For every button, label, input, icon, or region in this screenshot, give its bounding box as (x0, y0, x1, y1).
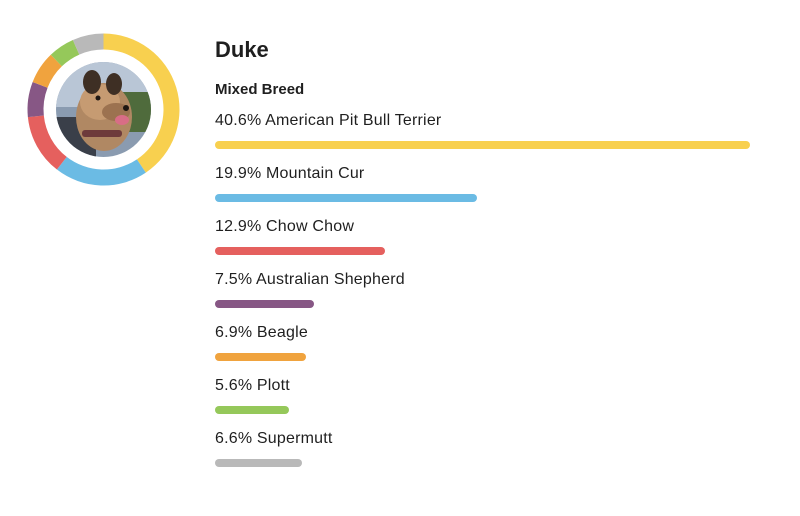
breed-row: 5.6% Plott (215, 371, 775, 424)
breed-label: 40.6% American Pit Bull Terrier (215, 112, 442, 129)
breed-row: 7.5% Australian Shepherd (215, 265, 775, 318)
donut-slice (27, 81, 48, 118)
donut-svg (27, 33, 180, 186)
breed-bar (215, 194, 478, 202)
dog-photo-icon (56, 62, 151, 157)
breed-label: 5.6% Plott (215, 377, 290, 394)
breed-bar-track (215, 141, 750, 149)
breed-info-panel: Duke Mixed Breed 40.6% American Pit Bull… (215, 34, 775, 477)
breed-list: 40.6% American Pit Bull Terrier 19.9% Mou… (215, 106, 775, 477)
donut-slice (27, 115, 67, 170)
breed-label: 6.9% Beagle (215, 324, 308, 341)
breed-bar (215, 353, 306, 361)
breed-row: 12.9% Chow Chow (215, 212, 775, 265)
breed-bar-track (215, 353, 750, 361)
breed-row: 6.6% Supermutt (215, 424, 775, 477)
dog-avatar (56, 62, 151, 157)
breed-bar-track (215, 247, 750, 255)
donut-slice (50, 39, 80, 67)
donut-slice (32, 54, 62, 88)
breed-bar-track (215, 300, 750, 308)
breed-donut-chart (26, 32, 181, 187)
breed-row: 6.9% Beagle (215, 318, 775, 371)
breed-row: 40.6% American Pit Bull Terrier (215, 106, 775, 159)
breed-row: 19.9% Mountain Cur (215, 159, 775, 212)
donut-slice (56, 156, 146, 186)
donut-slice (103, 33, 180, 173)
breed-label: 7.5% Australian Shepherd (215, 271, 405, 288)
breed-bar (215, 141, 750, 149)
breed-bar (215, 406, 289, 414)
breed-bar (215, 459, 302, 467)
donut-slice (72, 33, 104, 55)
breed-label: 19.9% Mountain Cur (215, 165, 365, 182)
breed-bar (215, 300, 314, 308)
breed-bar (215, 247, 385, 255)
breed-bar-track (215, 459, 750, 467)
breed-label: 6.6% Supermutt (215, 430, 333, 447)
breed-bar-track (215, 194, 750, 202)
dog-name: Duke (215, 37, 269, 62)
breed-type: Mixed Breed (215, 81, 305, 98)
breed-label: 12.9% Chow Chow (215, 218, 355, 235)
breed-bar-track (215, 406, 750, 414)
